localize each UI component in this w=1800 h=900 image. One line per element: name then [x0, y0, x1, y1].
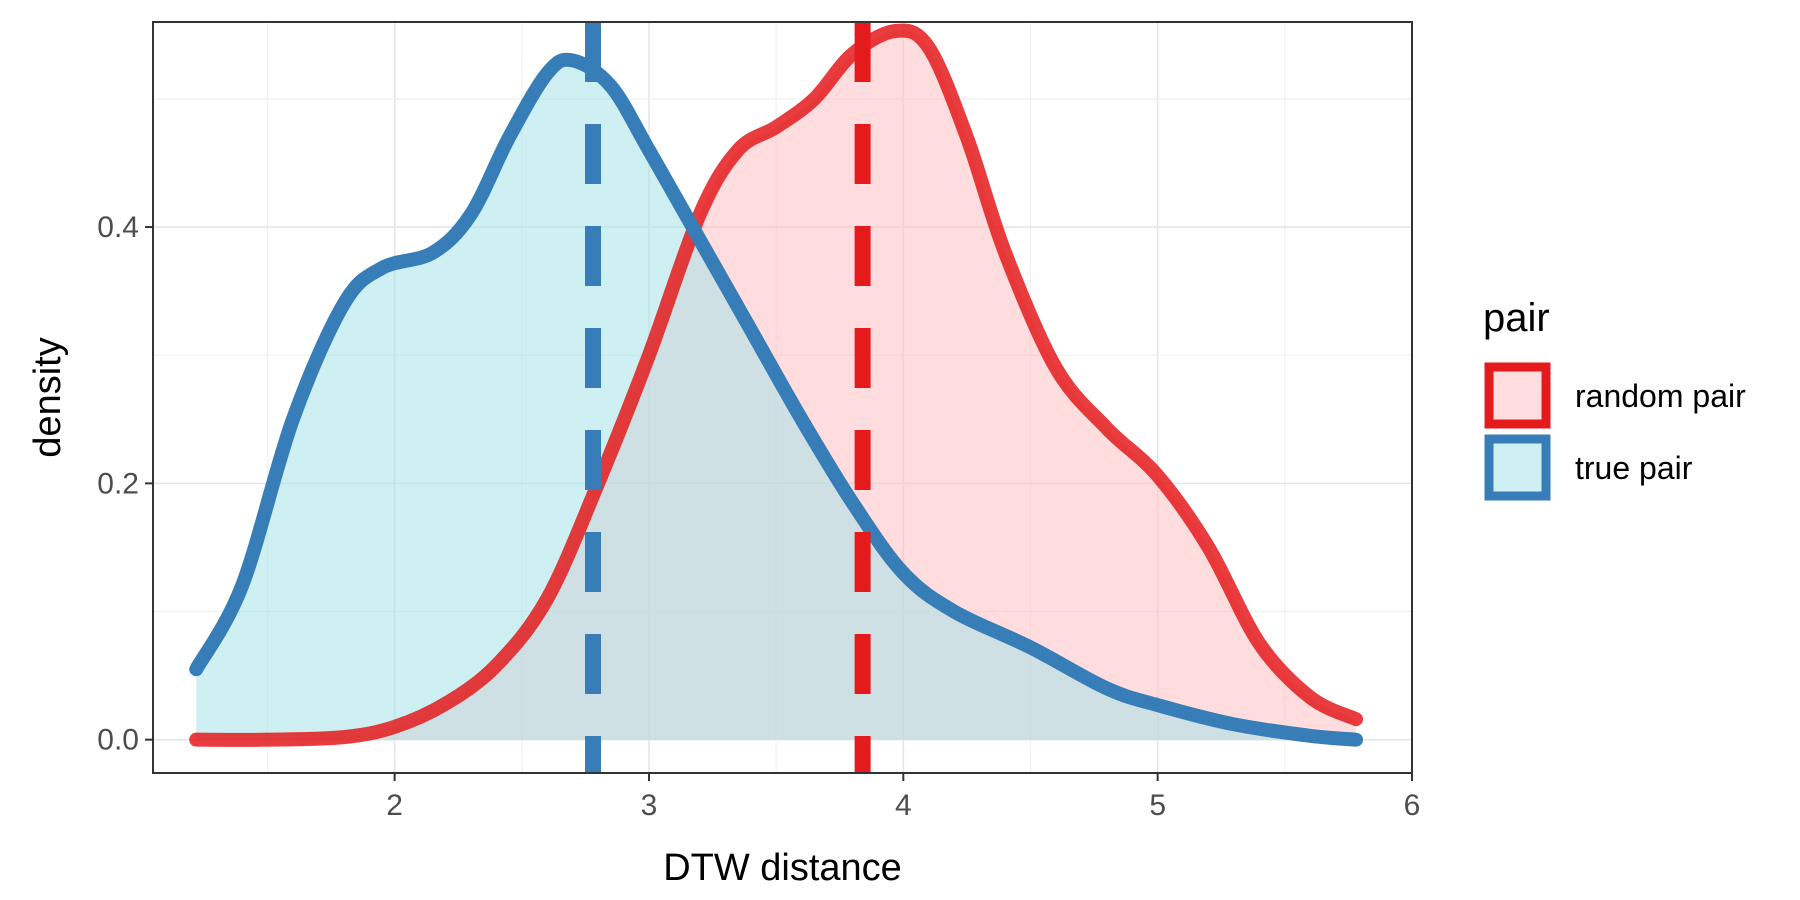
legend: pair random pair true pair: [1483, 296, 1746, 501]
y-tick-label: 0.4: [97, 211, 139, 244]
x-tick-label: 2: [386, 789, 403, 822]
axes: 2 3 4 5 6 0.0 0.2 0.4: [97, 211, 1420, 822]
legend-label: true pair: [1575, 450, 1693, 486]
plot-panel-border: [152, 21, 1413, 774]
x-tick-label: 5: [1149, 789, 1166, 822]
y-axis-title: density: [27, 337, 69, 457]
density-area-true-pair: [196, 59, 1357, 740]
density-curves: [189, 23, 1364, 747]
legend-label: random pair: [1575, 378, 1746, 414]
y-tick-label: 0.2: [97, 467, 139, 500]
legend-title: pair: [1483, 296, 1550, 340]
legend-key-random-pair: [1484, 362, 1551, 429]
density-curve-random-pair: [189, 23, 1364, 747]
x-tick-label: 4: [895, 789, 912, 822]
y-tick-label: 0.0: [97, 724, 139, 757]
density-curve-true-pair: [189, 52, 1364, 747]
x-tick-label: 3: [641, 789, 658, 822]
mean-lines: [585, 22, 871, 773]
legend-key-true-pair: [1484, 434, 1551, 501]
x-tick-label: 6: [1404, 789, 1421, 822]
x-axis-title: DTW distance: [663, 847, 902, 889]
